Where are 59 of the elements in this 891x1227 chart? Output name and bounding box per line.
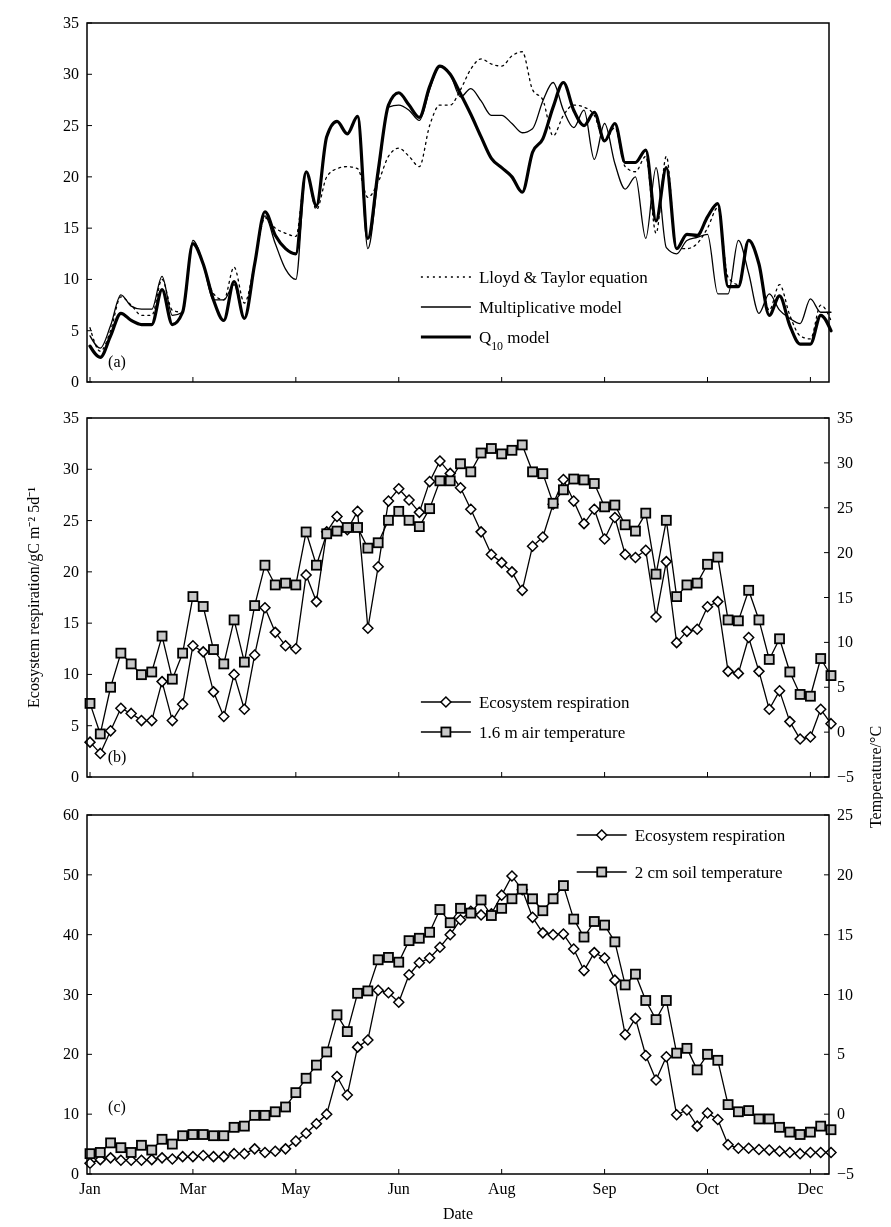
y2-tick-label: 0 [837, 723, 845, 741]
y2-tick-label: 20 [837, 865, 853, 883]
y2-tick-label: 25 [837, 498, 853, 516]
y-tick-label: 25 [63, 511, 79, 529]
y2-tick-label: 5 [837, 1045, 845, 1063]
y2-tick-label: 30 [837, 453, 853, 471]
legend-label: 1.6 m air temperature [478, 723, 626, 742]
y-tick-label: 20 [63, 167, 79, 185]
y-tick-label: 60 [63, 806, 79, 823]
x-tick-label: May [281, 1180, 311, 1198]
legend-label: Multiplicative model [478, 298, 623, 317]
y2-tick-label: 15 [837, 588, 853, 606]
y2-tick-label: 5 [837, 678, 845, 696]
y-tick-label: 10 [63, 665, 79, 683]
y-tick-label: 30 [63, 65, 79, 83]
y-tick-label: 40 [63, 925, 79, 943]
y2-tick-label: −5 [837, 1165, 855, 1182]
annotation: (c) [108, 1098, 126, 1116]
legend-label: Ecosystem respiration [478, 693, 630, 712]
y2-tick-label: 10 [837, 985, 853, 1003]
y-tick-label: 50 [63, 865, 79, 883]
annotation: (b) [107, 748, 127, 766]
y-tick-label: 25 [63, 116, 79, 134]
y2-tick-label: 35 [837, 409, 853, 426]
y2-tick-label: 20 [837, 543, 853, 561]
y2-tick-label: 0 [837, 1105, 845, 1123]
y-tick-label: 20 [63, 1045, 79, 1063]
x-tick-label: Aug [487, 1180, 516, 1198]
y-tick-label: 5 [71, 716, 79, 734]
x-tick-label: Mar [179, 1180, 207, 1197]
legend-label: Q$_{10}$ model [478, 328, 551, 353]
y-tick-label: 30 [63, 460, 79, 478]
y2-tick-label: −5 [837, 768, 855, 785]
y-axis-title: Ecosystem respiration/gC m⁻² 5d⁻¹ [25, 486, 43, 708]
x-tick-label: Dec [797, 1180, 824, 1197]
y-tick-label: 15 [63, 614, 79, 632]
y-tick-label: 35 [63, 409, 79, 426]
legend-label: Lloyd & Taylor equation [478, 268, 649, 287]
y-tick-label: 5 [71, 321, 79, 339]
y2-tick-label: 15 [837, 925, 853, 943]
x-axis-title: Date [442, 1205, 474, 1222]
x-tick-label: Jun [387, 1180, 410, 1197]
y2-tick-label: 25 [837, 806, 853, 823]
y-tick-label: 0 [71, 1165, 79, 1182]
y-tick-label: 0 [71, 768, 79, 785]
y-tick-label: 10 [63, 1105, 79, 1123]
x-tick-label: Sep [592, 1180, 617, 1198]
y-tick-label: 0 [71, 373, 79, 390]
legend-label: 2 cm soil temperature [634, 863, 783, 882]
x-tick-label: Jan [79, 1180, 101, 1197]
y-tick-label: 15 [63, 219, 79, 237]
y-tick-label: 35 [63, 14, 79, 31]
annotation: (a) [108, 353, 126, 371]
y-tick-label: 10 [63, 270, 79, 288]
y-tick-label: 30 [63, 985, 79, 1003]
legend-label: Ecosystem respiration [634, 826, 786, 845]
x-tick-label: Oct [695, 1180, 720, 1197]
y-tick-label: 20 [63, 562, 79, 580]
y2-tick-label: 10 [837, 633, 853, 651]
